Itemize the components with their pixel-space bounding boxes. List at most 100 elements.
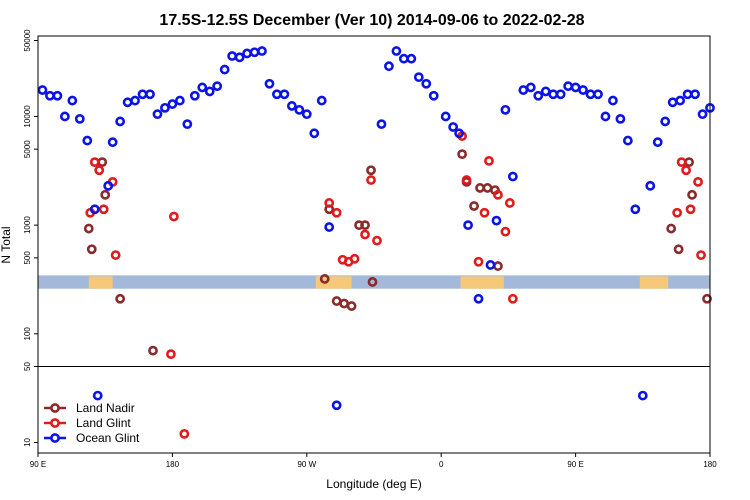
data-point	[59, 111, 70, 122]
data-point	[130, 95, 140, 106]
data-point	[685, 204, 696, 215]
y-tick-label: 10	[23, 437, 32, 446]
data-point	[227, 51, 238, 61]
data-point	[485, 260, 496, 270]
data-point	[319, 274, 330, 284]
y-axis: 10 50 100 500 1000 5000 10000 50000	[23, 29, 38, 447]
legend-label: Land Nadir	[76, 401, 135, 415]
legend-entry: Land Nadir	[44, 401, 135, 415]
data-point	[697, 109, 708, 120]
data-point	[681, 165, 692, 176]
data-point	[593, 89, 603, 100]
legend-marker	[50, 418, 60, 428]
data-point	[440, 111, 451, 122]
data-point	[294, 104, 305, 115]
data-point	[152, 109, 163, 120]
data-point	[518, 85, 529, 95]
data-point	[324, 198, 335, 208]
land-span	[315, 276, 352, 289]
data-point	[115, 116, 126, 127]
land-span	[460, 276, 504, 289]
data-point	[94, 165, 105, 176]
data-point	[45, 90, 55, 101]
data-point	[398, 53, 409, 64]
data-point	[555, 89, 566, 100]
data-point	[482, 183, 493, 193]
data-point	[652, 137, 663, 148]
data-point	[360, 229, 370, 240]
data-point	[667, 97, 678, 108]
data-point	[690, 89, 700, 100]
data-point	[366, 165, 376, 176]
data-point	[463, 220, 473, 231]
chart-title: 17.5S-12.5S December (Ver 10) 2014-09-06…	[159, 12, 584, 29]
data-point	[666, 223, 677, 234]
x-axis-label: Longitude (deg E)	[326, 477, 421, 491]
data-point	[174, 95, 185, 106]
x-tick-label: 90 E	[30, 460, 46, 469]
data-point	[376, 119, 387, 130]
data-point	[421, 78, 432, 89]
data-point	[504, 198, 515, 208]
land-span	[639, 276, 669, 289]
y-tick-label: 50000	[23, 29, 32, 52]
x-tick-label: 180	[166, 460, 180, 469]
data-point	[103, 180, 114, 191]
data-point	[469, 201, 479, 211]
data-point	[272, 89, 282, 100]
data-point	[179, 428, 190, 439]
legend-entry: Ocean Glint	[44, 431, 140, 445]
data-point	[696, 250, 706, 260]
ocean-band	[38, 275, 710, 289]
data-point	[74, 113, 85, 124]
data-point	[578, 85, 588, 95]
data-point	[160, 102, 170, 113]
data-point	[89, 204, 100, 215]
data-point	[461, 175, 472, 185]
data-point	[115, 293, 126, 304]
data-point	[249, 47, 260, 58]
data-point	[331, 207, 342, 218]
data-point	[349, 253, 360, 264]
series-land-nadir	[83, 149, 712, 356]
data-point	[693, 176, 703, 187]
data-point	[331, 400, 342, 411]
data-point	[37, 85, 48, 95]
data-point	[264, 78, 275, 89]
data-point	[585, 89, 596, 100]
data-point	[286, 101, 297, 111]
data-point	[384, 61, 394, 72]
data-point	[234, 52, 245, 63]
data-point	[67, 95, 78, 106]
data-point	[301, 109, 312, 120]
data-point	[475, 183, 485, 193]
data-point	[110, 250, 121, 260]
data-point	[166, 349, 176, 360]
data-point	[83, 223, 94, 234]
data-point	[673, 244, 684, 255]
data-point	[189, 90, 200, 101]
data-point	[242, 48, 252, 59]
data-point	[137, 89, 148, 100]
y-tick-label: 5000	[23, 140, 32, 158]
legend-label: Ocean Glint	[76, 431, 140, 445]
data-point	[413, 72, 424, 83]
data-point	[479, 207, 490, 218]
data-point	[507, 293, 518, 304]
data-point	[448, 122, 459, 132]
data-point	[684, 157, 694, 168]
data-point	[406, 53, 417, 64]
data-point	[600, 111, 611, 122]
data-point	[339, 298, 350, 309]
data-point	[507, 171, 518, 182]
land-span	[88, 276, 113, 289]
data-point	[372, 235, 382, 246]
data-points	[37, 46, 715, 439]
data-point	[212, 81, 223, 92]
data-point	[86, 244, 97, 255]
series-ocean-glint	[37, 46, 715, 411]
data-point	[324, 222, 335, 232]
data-point	[182, 119, 193, 130]
data-point	[331, 296, 342, 306]
